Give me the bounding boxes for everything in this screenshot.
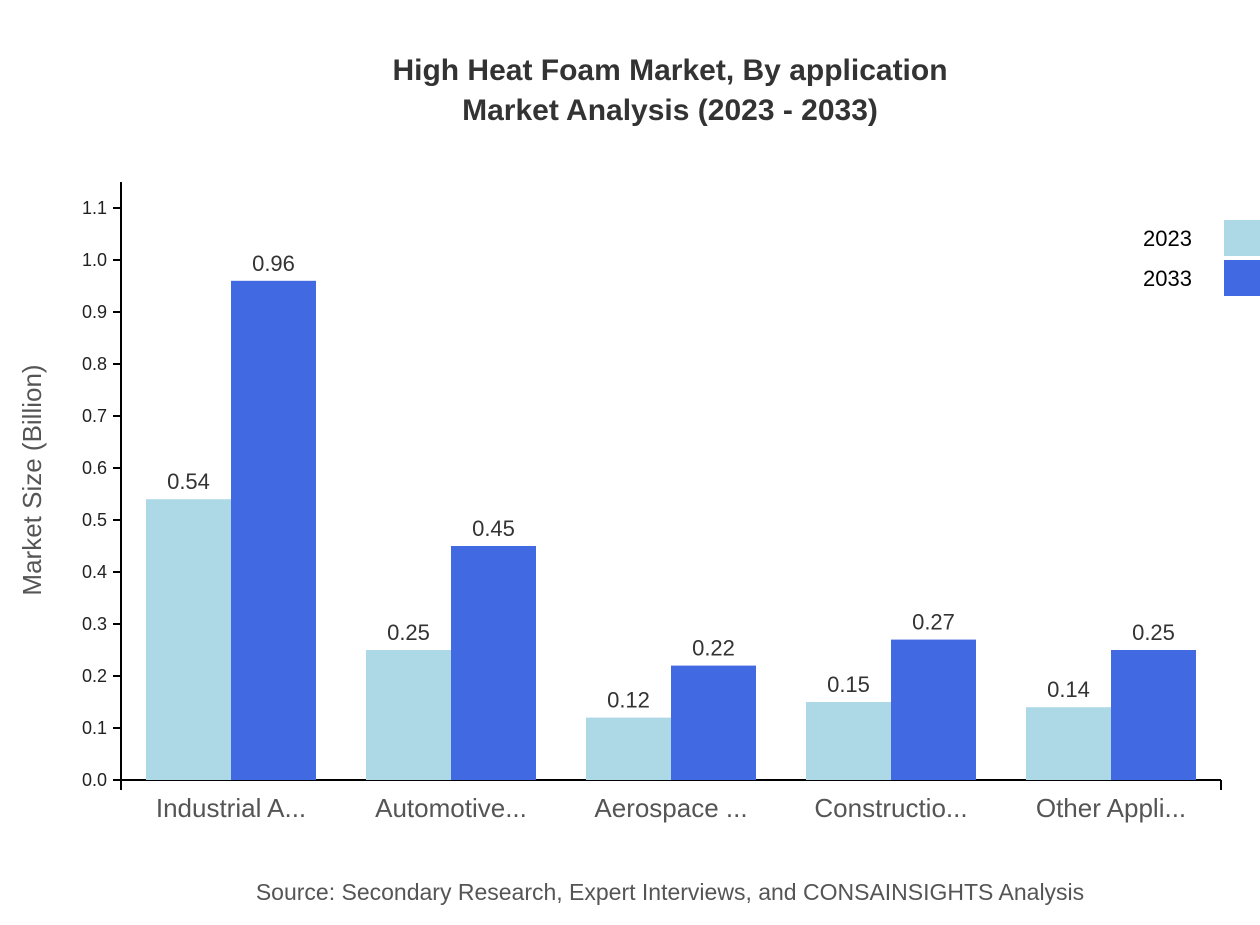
bar-2023 [146, 499, 231, 780]
bar-2023 [1026, 707, 1111, 780]
data-label: 0.14 [1047, 677, 1090, 702]
y-tick-label: 0.4 [82, 562, 107, 582]
bar-2033 [1111, 650, 1196, 780]
data-label: 0.96 [252, 251, 295, 276]
data-label: 0.12 [607, 688, 650, 713]
x-tick-label: Constructio... [814, 793, 967, 823]
legend-label: 2023 [1143, 226, 1192, 251]
legend-swatch [1224, 220, 1260, 256]
y-tick-label: 0.6 [82, 458, 107, 478]
data-label: 0.45 [472, 516, 515, 541]
y-tick-label: 1.0 [82, 250, 107, 270]
data-label: 0.27 [912, 610, 955, 635]
y-tick-label: 0.9 [82, 302, 107, 322]
y-tick-label: 0.8 [82, 354, 107, 374]
legend-label: 2033 [1143, 266, 1192, 291]
source-note: Source: Secondary Research, Expert Inter… [256, 879, 1084, 905]
legend-swatch [1224, 260, 1260, 296]
y-tick-label: 0.0 [82, 770, 107, 790]
bar-2033 [231, 280, 316, 780]
y-tick-label: 0.7 [82, 406, 107, 426]
bar-2023 [806, 702, 891, 780]
data-label: 0.25 [1132, 620, 1175, 645]
y-tick-label: 0.2 [82, 666, 107, 686]
y-tick-label: 1.1 [82, 198, 107, 218]
x-tick-label: Other Appli... [1036, 793, 1186, 823]
data-label: 0.15 [827, 672, 870, 697]
data-label: 0.25 [387, 620, 430, 645]
y-axis-label: Market Size (Billion) [17, 364, 47, 595]
bar-2023 [586, 717, 671, 780]
bar-2033 [891, 639, 976, 780]
x-tick-label: Industrial A... [156, 793, 306, 823]
y-tick-label: 0.1 [82, 718, 107, 738]
x-tick-label: Aerospace ... [594, 793, 747, 823]
x-tick-label: Automotive... [375, 793, 527, 823]
bar-2023 [366, 650, 451, 780]
data-label: 0.54 [167, 469, 210, 494]
y-tick-label: 0.3 [82, 614, 107, 634]
bar-2033 [671, 665, 756, 780]
chart-title: High Heat Foam Market, By application [392, 54, 947, 87]
bar-2033 [451, 546, 536, 780]
y-tick-label: 0.5 [82, 510, 107, 530]
chart-subtitle: Market Analysis (2023 - 2033) [462, 94, 878, 127]
data-label: 0.22 [692, 636, 735, 661]
